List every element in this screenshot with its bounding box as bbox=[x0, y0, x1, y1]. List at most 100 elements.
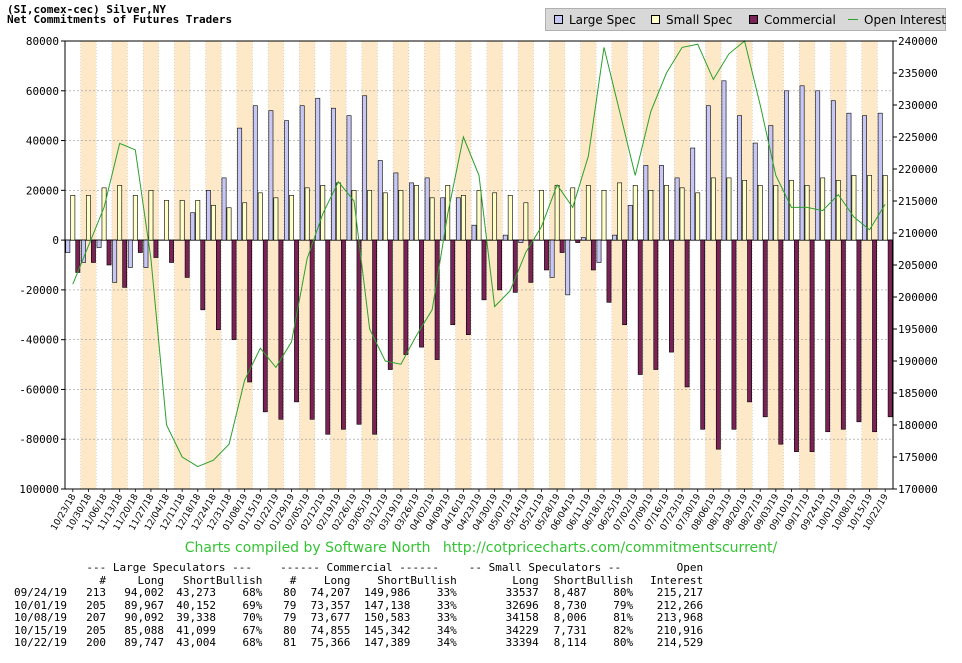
small-spec-bar bbox=[632, 185, 638, 241]
col-header: Long bbox=[512, 573, 539, 587]
table-cell: 33% bbox=[436, 611, 457, 624]
commercial-bar bbox=[653, 239, 659, 370]
large-spec-bar bbox=[112, 239, 118, 283]
commercial-bar bbox=[419, 239, 424, 348]
table-cell: 79 bbox=[283, 598, 297, 612]
large-spec-bar bbox=[502, 234, 508, 241]
large-spec-bar bbox=[721, 80, 727, 241]
table-row: 10/22/19 200 89,747 43,004 68% 81 75,366 147,38… bbox=[14, 636, 703, 650]
commercial-bar bbox=[840, 239, 846, 430]
large-spec-bar bbox=[127, 239, 133, 268]
commercial-bars bbox=[75, 239, 893, 452]
small-spec-bar bbox=[226, 207, 232, 241]
band bbox=[486, 41, 503, 489]
table-cell: 210,916 bbox=[656, 623, 704, 637]
small-spec-bar bbox=[757, 185, 763, 241]
small-spec-bar bbox=[882, 175, 888, 241]
table-cell: 8,114 bbox=[553, 636, 587, 649]
commercial-bar bbox=[325, 239, 331, 435]
table-cell: 43,273 bbox=[176, 586, 216, 599]
right-tick-label: 210000 bbox=[898, 227, 938, 240]
large-spec-bar bbox=[440, 197, 446, 241]
small-spec-bar bbox=[195, 199, 201, 241]
col-header: Interest bbox=[650, 573, 704, 587]
large-spec-bar bbox=[330, 107, 336, 241]
right-tick-label: 205000 bbox=[898, 259, 938, 272]
table-cell: 81% bbox=[613, 611, 634, 624]
commercial-bar bbox=[606, 239, 612, 303]
small-spec-bar bbox=[851, 175, 857, 241]
band bbox=[96, 41, 112, 489]
large-spec-bar bbox=[565, 239, 571, 296]
table-cell: 150,583 bbox=[364, 611, 411, 624]
table-cell: 82% bbox=[613, 623, 634, 637]
band bbox=[455, 41, 472, 489]
legend-label-large-spec: Large Spec bbox=[569, 13, 636, 27]
commercial-bar bbox=[356, 239, 362, 425]
band bbox=[189, 41, 206, 489]
table-cell: 213,968 bbox=[656, 611, 704, 624]
table-cell: 40,152 bbox=[176, 598, 216, 612]
table-cell: 41,099 bbox=[176, 623, 216, 637]
band bbox=[580, 41, 597, 489]
large-spec-bar bbox=[862, 115, 867, 241]
small-spec-bar bbox=[179, 199, 185, 241]
col-header: Bullish bbox=[216, 573, 263, 587]
legend-label-open-interest: Open Interest bbox=[864, 13, 947, 27]
table-cell: 68% bbox=[242, 586, 263, 599]
group-header-large-spec: --- Large Speculators --- bbox=[86, 561, 252, 574]
open-interest-series bbox=[72, 40, 886, 468]
row-date: 10/22/19 bbox=[14, 636, 67, 649]
right-tick-label: 240000 bbox=[898, 35, 938, 48]
large-spec-bar bbox=[65, 239, 71, 253]
band bbox=[471, 41, 487, 489]
commercial-bar bbox=[731, 239, 737, 430]
large-spec-bar bbox=[643, 165, 649, 241]
table-row: 09/24/19 213 94,002 43,273 68% 80 74,207 149,98… bbox=[14, 586, 704, 600]
small-spec-bar bbox=[617, 182, 623, 241]
band bbox=[408, 41, 425, 489]
commercial-bar bbox=[200, 239, 206, 311]
small-spec-bar bbox=[601, 190, 607, 241]
commercial-bar bbox=[450, 239, 456, 326]
commercial-bar bbox=[590, 239, 596, 271]
large-spec-bar bbox=[190, 212, 196, 241]
commercial-bar bbox=[528, 239, 534, 283]
credit-url[interactable]: http://cotpricecharts.com/commitmentscur… bbox=[442, 540, 778, 556]
table-cell: 74,855 bbox=[310, 623, 351, 637]
right-tick-label: 215000 bbox=[898, 195, 938, 208]
left-tick-label: 0 bbox=[52, 234, 59, 247]
table-cell: 79 bbox=[283, 611, 297, 624]
right-tick-label: 180000 bbox=[898, 419, 938, 432]
commercial-bar bbox=[856, 239, 862, 423]
right-tick-label: 185000 bbox=[898, 387, 938, 400]
small-spec-bars bbox=[70, 175, 888, 241]
small-spec-bar bbox=[460, 195, 466, 241]
small-spec-bar bbox=[664, 185, 669, 241]
small-spec-bar bbox=[492, 192, 498, 241]
small-spec-bar bbox=[507, 195, 513, 241]
col-header: Bullish bbox=[410, 573, 457, 587]
band bbox=[158, 41, 175, 489]
commercial-bar bbox=[309, 239, 315, 420]
large-spec-bar bbox=[799, 85, 805, 241]
group-header-commercial: ------ Commercial ------ bbox=[280, 561, 440, 574]
large-spec-bar bbox=[362, 95, 368, 241]
left-tick-label: -40000 bbox=[19, 334, 59, 347]
commercial-bar bbox=[809, 239, 815, 452]
legend: Large Spec Small Spec Commercial Open In… bbox=[545, 8, 946, 31]
large-spec-bar bbox=[81, 239, 86, 263]
small-spec-bar bbox=[398, 190, 404, 241]
table-cell: 215,217 bbox=[656, 586, 704, 599]
commercial-bar bbox=[715, 239, 721, 450]
small-spec-bar bbox=[867, 175, 872, 241]
large-spec-bar bbox=[596, 239, 602, 263]
table-cell: 207 bbox=[86, 611, 106, 624]
band bbox=[643, 41, 659, 489]
commercial-bar bbox=[778, 239, 784, 445]
band bbox=[549, 41, 565, 489]
small-spec-bar bbox=[695, 192, 701, 241]
right-tick-label: 175000 bbox=[898, 451, 938, 464]
commercial-bar bbox=[387, 239, 393, 370]
credit-text: Charts compiled by Software North bbox=[184, 540, 431, 556]
